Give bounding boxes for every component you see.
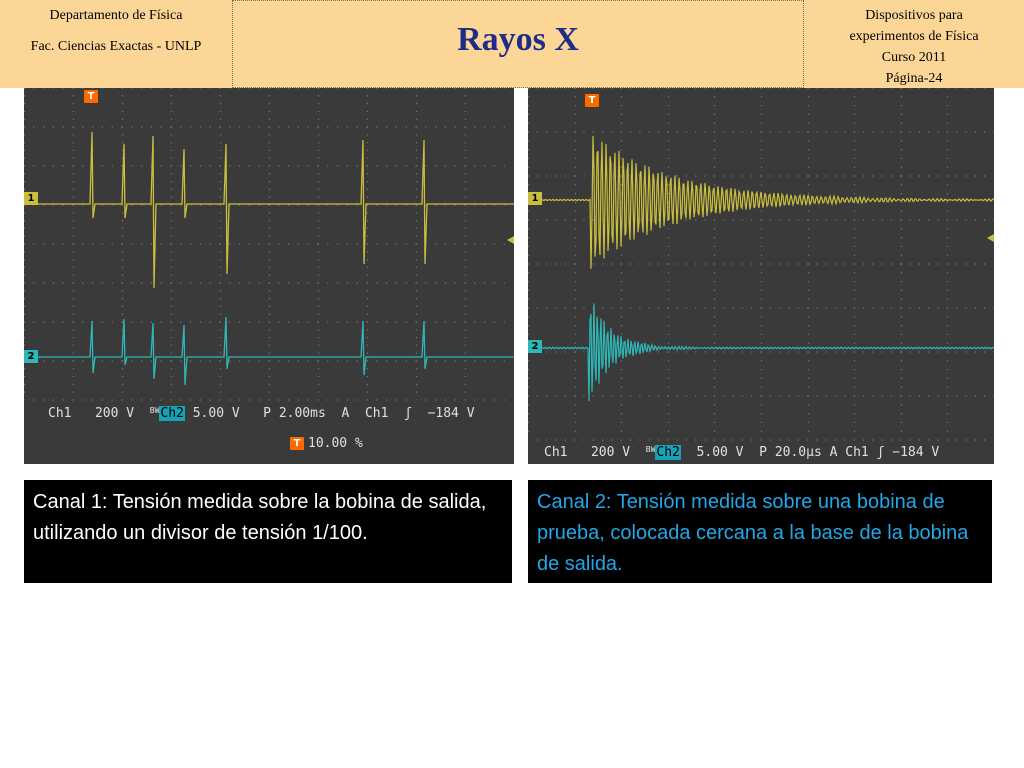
scope-right-display <box>528 88 994 441</box>
scope-left-grid <box>24 88 514 401</box>
scope-left-ch1-trace <box>24 131 514 289</box>
ch2-scale: 5.00 V <box>696 445 744 460</box>
scope-left-ch2-trace <box>24 316 514 386</box>
scope-left-ch1-marker: 1 <box>24 192 38 205</box>
scope-right-status-line: Ch1 200 V BWCh2 5.00 V P 20.0µs A Ch1 ʃ … <box>544 445 939 460</box>
scope-left-status-line: Ch1 200 V BWCh2 5.00 V P 2.00ms A Ch1 ʃ … <box>48 406 475 421</box>
scope-right-trigger-marker: T <box>585 94 599 107</box>
faculty-label: Fac. Ciencias Exactas - UNLP <box>30 39 202 54</box>
scope-right-ch1-trace <box>528 135 994 269</box>
course-line-2: experimentos de Física <box>849 29 979 44</box>
caption-channel-2: Canal 2: Tensión medida sobre una bobina… <box>528 480 992 583</box>
trigger-level: −184 V <box>427 406 475 421</box>
trigger-slope-icon: ʃ <box>404 406 412 421</box>
timebase: P 2.00ms <box>263 406 326 421</box>
page-number: Página-24 <box>885 71 943 86</box>
header-affiliation: Departamento de Física Fac. Ciencias Exa… <box>0 0 232 88</box>
scope-left-trigger-level-arrow <box>507 236 514 244</box>
scope-right-trigger-level-arrow <box>987 234 994 242</box>
trigger-mode: A <box>829 445 838 460</box>
trigger-source: Ch1 <box>845 445 869 460</box>
scope-left-trigger-marker: T <box>84 90 98 103</box>
ch1-scale: 200 V <box>94 406 135 421</box>
scope-right-ch1-marker: 1 <box>528 192 542 205</box>
department-label: Departamento de Física <box>49 8 183 23</box>
ch1-label: Ch1 <box>48 406 72 421</box>
scope-right-ch2-trace <box>528 303 994 402</box>
caption-channel-1: Canal 1: Tensión medida sobre la bobina … <box>24 480 512 583</box>
timebase: P 20.0µs <box>759 445 822 460</box>
ch2-label: Ch2 <box>655 445 681 460</box>
header-course-info: Dispositivos para experimentos de Física… <box>804 0 1024 88</box>
course-year: Curso 2011 <box>881 50 947 65</box>
bandwidth-limit-mark: BW <box>645 445 656 454</box>
ch1-label: Ch1 <box>544 445 568 460</box>
scope-left-ch2-marker: 2 <box>24 350 38 363</box>
trigger-mode: A <box>341 406 350 421</box>
scope-left-trigger-position: 10.00 % <box>308 436 363 451</box>
scope-left-display <box>24 88 514 401</box>
oscilloscope-screen-left: T 1 2 Ch1 200 V BWCh2 5.00 V P 2.00ms A … <box>24 88 514 464</box>
trigger-slope-icon: ʃ <box>876 445 885 460</box>
page-title: Rayos X <box>457 21 579 58</box>
scope-right-ch2-marker: 2 <box>528 340 542 353</box>
course-line-1: Dispositivos para <box>865 8 963 23</box>
trigger-level: −184 V <box>892 445 940 460</box>
ch2-label: Ch2 <box>159 406 185 421</box>
bandwidth-limit-mark: BW <box>149 406 160 415</box>
ch2-scale: 5.00 V <box>192 406 240 421</box>
scope-left-trigger-position-marker: T <box>290 437 304 450</box>
header-title-box: Rayos X <box>232 0 804 88</box>
oscilloscope-screen-right: T 1 2 Ch1 200 V BWCh2 5.00 V P 20.0µs A … <box>528 88 994 464</box>
scope-right-grid <box>528 88 994 441</box>
ch1-scale: 200 V <box>590 445 631 460</box>
trigger-source: Ch1 <box>364 406 389 421</box>
